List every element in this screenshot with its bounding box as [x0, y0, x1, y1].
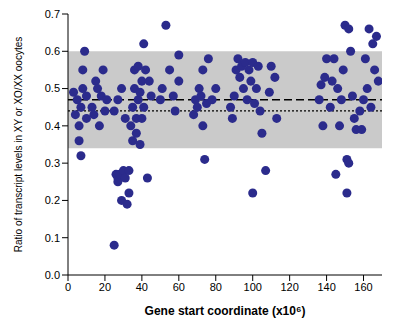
svg-text:0.1: 0.1: [45, 232, 60, 244]
svg-text:140: 140: [317, 281, 335, 293]
svg-text:0.7: 0.7: [45, 8, 60, 20]
svg-text:80: 80: [210, 281, 222, 293]
svg-text:0.6: 0.6: [45, 45, 60, 57]
svg-text:0.5: 0.5: [45, 82, 60, 94]
svg-text:40: 40: [136, 281, 148, 293]
svg-text:0.2: 0.2: [45, 194, 60, 206]
svg-text:120: 120: [280, 281, 298, 293]
svg-text:160: 160: [354, 281, 372, 293]
svg-text:0: 0: [65, 281, 71, 293]
svg-text:60: 60: [173, 281, 185, 293]
svg-text:Ratio of transcript levels in: Ratio of transcript levels in XY or XO/X…: [13, 37, 24, 252]
svg-text:Gene start coordinate (x10⁶): Gene start coordinate (x10⁶): [145, 304, 306, 318]
svg-text:0.4: 0.4: [45, 120, 60, 132]
svg-text:0.3: 0.3: [45, 157, 60, 169]
svg-text:20: 20: [99, 281, 111, 293]
svg-text:100: 100: [244, 281, 262, 293]
svg-text:0.0: 0.0: [45, 269, 60, 281]
